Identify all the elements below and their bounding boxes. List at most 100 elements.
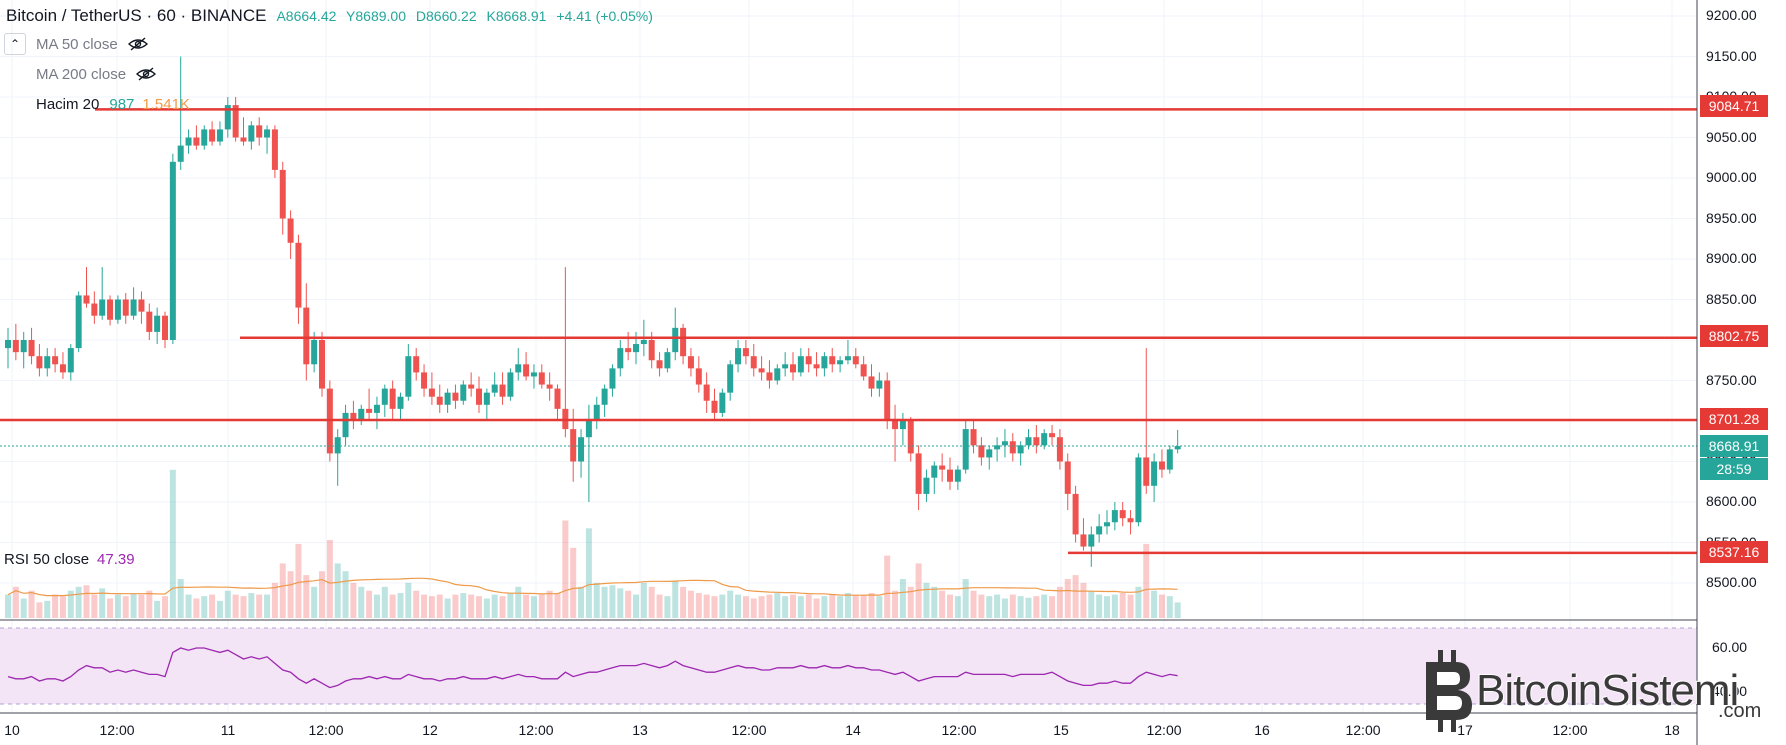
candle-body: [295, 242, 302, 308]
candle-body: [476, 388, 482, 405]
candle-body: [44, 356, 51, 369]
volume-bar: [758, 596, 765, 618]
candle-body: [177, 145, 184, 162]
volume-bar: [1096, 594, 1103, 618]
volume-bar: [311, 586, 318, 618]
candle-body: [216, 129, 223, 142]
volume-bar: [193, 598, 200, 618]
candle-body: [986, 449, 993, 458]
candle-body: [758, 368, 765, 373]
candle-body: [5, 340, 11, 349]
volume-bar: [1143, 543, 1150, 618]
time-tick-label: 12: [422, 722, 438, 738]
volume-bar: [444, 598, 451, 618]
volume-bar: [876, 596, 883, 618]
candle-body: [523, 364, 530, 377]
candle-body: [1056, 437, 1063, 462]
candle-body: [578, 437, 585, 462]
volume-bar: [774, 593, 781, 618]
candle-body: [617, 348, 624, 369]
candle-body: [884, 380, 891, 421]
volume-bar: [366, 590, 373, 618]
volume-bar: [821, 596, 828, 618]
volume-bar: [201, 596, 208, 618]
eye-hidden-icon[interactable]: [127, 37, 148, 51]
volume-bar: [546, 590, 553, 618]
candle-body: [428, 388, 435, 397]
volume-bar: [939, 590, 946, 618]
volume-bar: [1088, 590, 1095, 618]
symbol-title[interactable]: Bitcoin / TetherUS · 60 · BINANCE: [6, 6, 267, 25]
rsi-tick-label: 40.00: [1712, 683, 1748, 699]
candle-body: [91, 303, 98, 316]
volume-bar: [978, 594, 985, 618]
eye-hidden-icon[interactable]: [136, 67, 157, 81]
volume-bar: [452, 594, 459, 618]
candle-body: [20, 340, 27, 353]
time-tick-label: 17: [1457, 722, 1473, 738]
volume-bar: [1017, 596, 1024, 618]
volume-bar: [625, 590, 632, 618]
candle-body: [664, 352, 671, 369]
volume-bar: [107, 598, 114, 618]
candle-body: [83, 295, 90, 304]
volume-bar: [67, 590, 74, 618]
candle-body: [436, 396, 443, 405]
volume-bar: [711, 596, 718, 618]
candle-body: [373, 404, 380, 413]
candle-body: [868, 376, 875, 389]
volume-bar: [837, 596, 844, 618]
candle-body: [12, 340, 19, 353]
volume-bar: [1072, 575, 1079, 618]
candle-body: [742, 348, 749, 357]
price-tag-current: 8668.91: [1700, 435, 1768, 457]
candle-body: [248, 125, 255, 142]
candle-body: [342, 412, 349, 438]
volume-bar: [727, 590, 734, 618]
candle-body: [491, 384, 498, 393]
legend-ma50[interactable]: MA 50 close: [0, 31, 148, 57]
candle-body: [499, 384, 506, 397]
candle-body: [915, 453, 922, 494]
volume-bar: [1025, 597, 1032, 618]
candle-body: [397, 396, 404, 409]
ma50-label: MA 50 close: [36, 35, 118, 53]
candle-body: [114, 299, 121, 320]
volume-bar: [264, 594, 271, 618]
candle-body: [994, 445, 1001, 450]
collapse-legend-button[interactable]: ⌃: [4, 33, 26, 55]
volume-bar: [350, 582, 357, 618]
time-tick-label: 14: [845, 722, 861, 738]
candle-body: [75, 295, 82, 349]
volume-bar: [554, 593, 561, 618]
candle-body: [468, 384, 475, 389]
candle-body: [852, 356, 859, 365]
volume-bar: [5, 594, 11, 618]
candle-body: [169, 161, 176, 340]
volume-bar: [805, 594, 812, 618]
volume-bar: [617, 588, 624, 618]
candle-body: [452, 392, 459, 401]
candle-body: [303, 307, 310, 365]
volume-bar: [884, 555, 891, 618]
candle-body: [67, 348, 74, 373]
price-tick-label: 9150.00: [1706, 47, 1757, 64]
candle-body: [703, 384, 710, 401]
candle-body: [876, 380, 883, 389]
volume-bar: [334, 563, 341, 618]
candle-body: [954, 469, 961, 482]
volume-bar: [766, 594, 773, 618]
legend-ma200[interactable]: MA 200 close: [0, 61, 157, 87]
legend-volume[interactable]: Hacim 20 987 1.541K: [0, 91, 190, 117]
level-lines: [0, 108, 1697, 555]
candle-body: [1001, 441, 1008, 446]
candle-body: [271, 129, 278, 170]
candle-body: [711, 400, 718, 413]
volume-bar: [860, 594, 867, 618]
legend-rsi[interactable]: RSI 50 close 47.39: [4, 551, 135, 568]
low-value: D8660.22: [415, 8, 477, 24]
volume-bar: [633, 594, 639, 618]
volume-bar: [373, 594, 380, 618]
